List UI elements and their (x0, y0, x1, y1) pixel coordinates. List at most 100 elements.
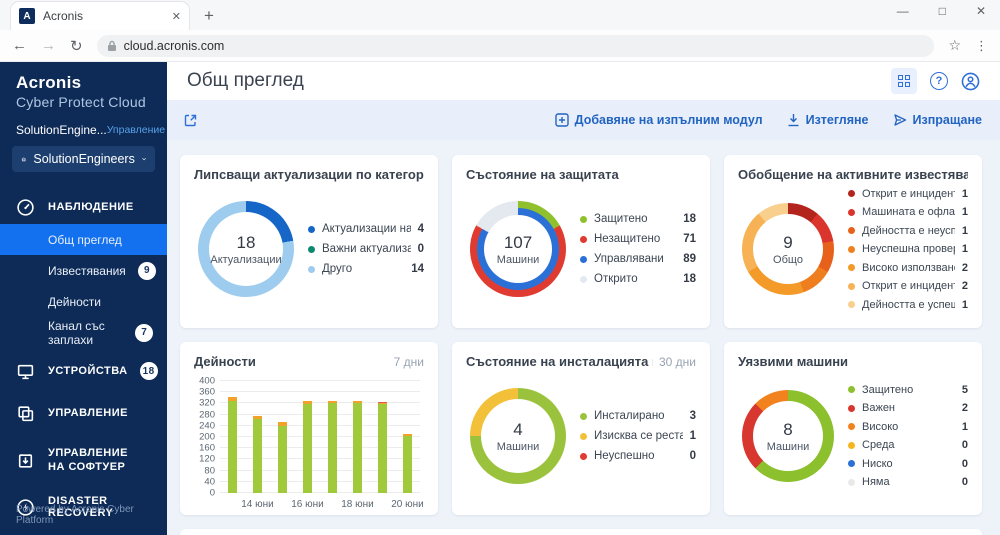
legend-dot (848, 209, 855, 216)
download-label: Изтегляне (806, 113, 869, 127)
reload-icon[interactable]: ↻ (70, 37, 83, 55)
legend-value: 0 (962, 439, 968, 451)
add-widget-button[interactable]: Добавяне на изпълним модул (555, 113, 763, 127)
bar-column (370, 381, 395, 493)
legend-item: Важни актуализации 0 (308, 239, 424, 259)
download-icon (787, 113, 800, 127)
legend-value: 0 (418, 243, 424, 255)
sidebar-item-label: Известявания (48, 264, 126, 278)
gauge-icon (16, 198, 36, 217)
page-title: Общ преглед (187, 70, 304, 92)
card-period: 30 дни (653, 355, 696, 369)
legend-item: Ниско 0 (848, 455, 968, 474)
window-minimize-button[interactable]: — (897, 4, 909, 18)
legend-value: 3 (690, 410, 696, 422)
sidebar-item-activities[interactable]: Дейности (0, 286, 167, 317)
lock-icon (107, 40, 117, 52)
manage-link[interactable]: Управление (107, 124, 165, 136)
legend-item: Открито 18 (580, 269, 696, 289)
organization-selector[interactable]: SolutionEngineers (12, 146, 155, 172)
expand-icon[interactable] (183, 113, 198, 128)
logo-line2: Cyber Protect Cloud (16, 94, 151, 110)
legend-label: Дейността е успешна... (862, 299, 955, 311)
dashboard-content: Липсващи актуализации по категории 18 Ак… (167, 140, 1000, 535)
x-tick-label: 18 юни (341, 499, 374, 510)
window-close-button[interactable]: ✕ (976, 4, 986, 18)
activities-bar-chart: 04080120160200240280320360400 14 юни16 ю… (194, 381, 424, 493)
plot-area: 14 юни16 юни18 юни20 юни (220, 381, 420, 493)
legend-dot (848, 190, 855, 197)
legend-dot (308, 266, 315, 273)
legend: Открит е инцидент 1 Машината е офлайн ..… (848, 184, 968, 314)
sidebar: Acronis Cyber Protect Cloud SolutionEngi… (0, 62, 167, 535)
sidebar-item-management[interactable]: УПРАВЛЕНИЕ (0, 396, 167, 430)
bar (378, 381, 387, 493)
bar (278, 381, 287, 493)
bar-column: 16 юни (295, 381, 320, 493)
legend-label: Друго (322, 263, 404, 275)
legend-value: 1 (962, 206, 968, 218)
send-icon (893, 113, 907, 127)
bookmark-star-icon[interactable]: ☆ (948, 37, 961, 54)
download-button[interactable]: Изтегляне (787, 113, 869, 127)
tab-close-icon[interactable]: ✕ (172, 10, 181, 23)
legend-label: Актуализации на за... (322, 223, 411, 235)
card-title: Липсващи актуализации по категории (194, 167, 424, 182)
apps-grid-icon[interactable] (891, 68, 917, 94)
browser-menu-icon[interactable]: ⋮ (975, 38, 988, 54)
card-title: Уязвими машини (738, 354, 848, 369)
bar (303, 381, 312, 493)
widget-toolbar: Добавяне на изпълним модул Изтегляне Изп… (167, 100, 1000, 140)
send-button[interactable]: Изпращане (893, 113, 983, 127)
sidebar-item-devices[interactable]: УСТРОЙСТВА 18 (0, 354, 167, 388)
legend-item: Открит е инцидент 2 (848, 277, 968, 296)
bar-segment-success (278, 426, 287, 493)
y-tick-label: 320 (199, 398, 215, 409)
plus-square-icon (555, 113, 569, 127)
legend-value: 1 (962, 188, 968, 200)
account-icon[interactable] (961, 72, 980, 91)
y-tick-label: 80 (204, 465, 215, 476)
card-title: Състояние на защитата (466, 167, 619, 182)
legend-label: Защитено (862, 384, 955, 396)
y-tick-label: 0 (210, 488, 215, 499)
browser-tab[interactable]: A Acronis ✕ (10, 1, 190, 30)
sidebar-item-overview[interactable]: Общ преглед (0, 224, 167, 255)
address-bar[interactable]: cloud.acronis.com (97, 35, 935, 57)
legend-item: Открит е инцидент 1 (848, 184, 968, 203)
bar-segment-success (253, 419, 262, 493)
sidebar-item-software-management[interactable]: УПРАВЛЕНИЕ НА СОФТУЕР (0, 438, 167, 482)
help-icon[interactable] (930, 72, 948, 90)
back-icon[interactable]: ← (12, 37, 27, 54)
protection-status-inner-ring: 107 Машини (477, 208, 559, 290)
x-tick-label: 20 юни (391, 499, 424, 510)
bar-segment-success (403, 436, 412, 493)
legend-value: 2 (962, 280, 968, 292)
partial-next-card (180, 529, 982, 535)
x-tick-label: 14 юни (241, 499, 274, 510)
donut-center-label: Машини (497, 441, 540, 453)
legend-item: Важен 2 (848, 399, 968, 418)
donut-center-value: 8 (783, 420, 792, 440)
new-tab-button[interactable]: + (204, 6, 214, 30)
window-maximize-button[interactable]: □ (939, 4, 946, 18)
sidebar-item-alerts[interactable]: Известявания 9 (0, 255, 167, 286)
bar-column: 20 юни (395, 381, 420, 493)
sidebar-item-label: Канал със заплахи (48, 319, 123, 347)
bar-segment-success (303, 404, 312, 493)
legend-label: Важен (862, 402, 955, 414)
forward-icon[interactable]: → (41, 37, 56, 54)
legend-dot (848, 442, 855, 449)
legend-dot (580, 216, 587, 223)
y-axis: 04080120160200240280320360400 (194, 381, 220, 493)
donut-center-value: 18 (237, 233, 256, 253)
monitor-icon (16, 362, 36, 381)
donut-center-value: 9 (783, 233, 792, 253)
acronis-favicon: A (19, 8, 35, 24)
legend-label: Високо използване н... (862, 262, 955, 274)
legend-value: 14 (411, 263, 424, 275)
sidebar-item-monitoring[interactable]: НАБЛЮДЕНИЕ (0, 190, 167, 224)
legend-dot (848, 386, 855, 393)
sidebar-item-threat-feed[interactable]: Канал със заплахи 7 (0, 317, 167, 348)
legend-value: 1 (962, 225, 968, 237)
